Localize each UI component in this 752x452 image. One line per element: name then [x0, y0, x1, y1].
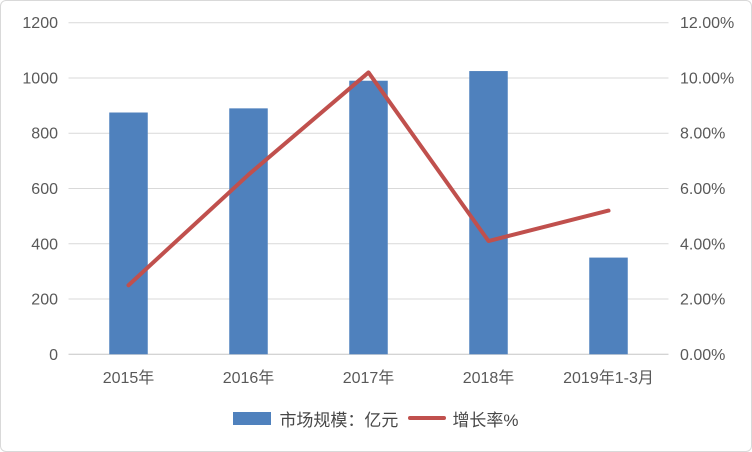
- bar-2016年: [229, 108, 268, 355]
- y-axis-left-tick: 400: [31, 236, 58, 253]
- x-axis-category-label: 2017年: [343, 369, 395, 387]
- y-axis-right-tick: 8.00%: [680, 126, 725, 143]
- legend-item-market-size: 市场规模：亿元: [233, 406, 398, 431]
- line-series-swatch: [408, 416, 447, 420]
- line-series-label: 增长率%: [452, 410, 519, 430]
- y-axis-left-tick: 1200: [22, 15, 58, 32]
- bar-2018年: [469, 71, 508, 355]
- x-axis-category-label: 2015年: [103, 369, 155, 387]
- bar-series-swatch: [233, 411, 272, 425]
- bar-2017年: [349, 80, 388, 355]
- x-axis-category-label: 2018年: [463, 369, 515, 387]
- bar-2015年: [109, 112, 148, 355]
- y-axis-left-tick: 200: [31, 292, 58, 309]
- y-axis-left-tick: 1000: [22, 70, 58, 87]
- y-axis-left-tick: 800: [31, 126, 58, 143]
- y-axis-left-tick: 600: [31, 181, 58, 198]
- y-axis-right-tick: 6.00%: [680, 181, 725, 198]
- y-axis-right-tick: 4.00%: [680, 236, 725, 253]
- legend-item-growth-rate: 增长率%: [408, 406, 519, 431]
- y-axis-right-tick: 2.00%: [680, 292, 725, 309]
- x-axis-category-label: 2019年1-3月: [563, 369, 654, 387]
- bar-series-label: 市场规模：亿元: [279, 410, 399, 430]
- y-axis-left-tick: 0: [49, 347, 58, 364]
- y-axis-right-tick: 0.00%: [680, 347, 725, 364]
- y-axis-right-tick: 12.00%: [680, 15, 734, 32]
- x-axis-category-label: 2016年: [223, 369, 275, 387]
- bar-2019年1-3月: [589, 257, 628, 355]
- legend: 市场规模：亿元 增长率%: [1, 406, 751, 430]
- plot-area: 0 200 400 600 800 1000 1200 0.00% 2.00% 4.00% 6.00…: [22, 15, 734, 387]
- growth-rate-line: [126, 70, 611, 288]
- y-axis-right-tick: 10.00%: [680, 70, 734, 87]
